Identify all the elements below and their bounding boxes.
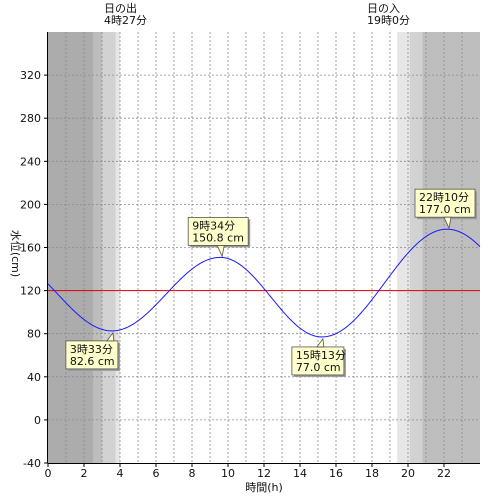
sunrise-time: 4時27分 xyxy=(104,14,147,27)
y-tick-label: -40 xyxy=(23,457,41,470)
x-tick-label: 6 xyxy=(153,467,160,480)
x-tick-label: 20 xyxy=(401,467,415,480)
y-tick-label: 240 xyxy=(20,155,41,168)
y-tick-labels: -40 0 40 80 120 160 200 240 280 320 xyxy=(20,69,48,470)
y-tick-label: 320 xyxy=(20,69,41,82)
callout-box xyxy=(187,217,249,246)
callout-pointer xyxy=(216,245,225,258)
y-axis-label: 水位(cm) xyxy=(9,230,23,277)
callout-pointer xyxy=(316,337,325,348)
y-tick-label: 40 xyxy=(27,371,41,384)
y-tick-label: 160 xyxy=(20,242,41,255)
callout-time: 9時34分 xyxy=(192,219,235,232)
callout-level: 77.0 cm xyxy=(296,361,341,374)
callout-time: 15時13分 xyxy=(296,349,346,362)
callout-pointer xyxy=(443,216,452,230)
callout-box xyxy=(291,346,345,376)
x-tick-labels: 0 2 4 6 8 10 12 14 16 18 20 22 xyxy=(45,463,451,480)
x-axis-label: 時間(h) xyxy=(245,481,283,494)
x-tick-label: 10 xyxy=(221,467,235,480)
callout-time: 22時10分 xyxy=(419,191,469,204)
y-tick-label: 0 xyxy=(34,414,41,427)
y-tick-label: 200 xyxy=(20,198,41,211)
daylight-band xyxy=(120,32,398,463)
callout-pointer xyxy=(106,331,115,342)
y-tick-label: 280 xyxy=(20,112,41,125)
callout-box xyxy=(414,188,476,218)
dusk-band-1 xyxy=(397,32,410,463)
sunrise-title: 日の出 xyxy=(104,2,137,15)
x-tick-label: 12 xyxy=(257,467,271,480)
x-tick-label: 14 xyxy=(293,467,307,480)
sunset-time: 19時0分 xyxy=(367,14,410,27)
x-tick-label: 2 xyxy=(81,467,88,480)
x-tick-label: 22 xyxy=(437,467,451,480)
x-tick-label: 18 xyxy=(365,467,379,480)
sunrise-label: 日の出 4時27分 xyxy=(104,3,147,27)
sunset-title: 日の入 xyxy=(367,2,400,15)
callout-level: 150.8 cm xyxy=(192,231,244,244)
sunset-label: 日の入 19時0分 xyxy=(367,3,410,27)
callout-time: 3時33分 xyxy=(70,343,113,356)
night-band-early xyxy=(48,32,93,463)
y-tick-label: 120 xyxy=(20,285,41,298)
x-tick-label: 16 xyxy=(329,467,343,480)
y-tick-label: 80 xyxy=(27,328,41,341)
night-band-late xyxy=(422,32,480,463)
x-tick-label: 8 xyxy=(189,467,196,480)
callout-level: 177.0 cm xyxy=(419,203,471,216)
tide-level-series xyxy=(47,228,481,338)
callout-level: 82.6 cm xyxy=(70,355,115,368)
x-tick-label: 4 xyxy=(117,467,124,480)
x-tick-label: 0 xyxy=(45,467,52,480)
callout-box xyxy=(65,340,119,370)
